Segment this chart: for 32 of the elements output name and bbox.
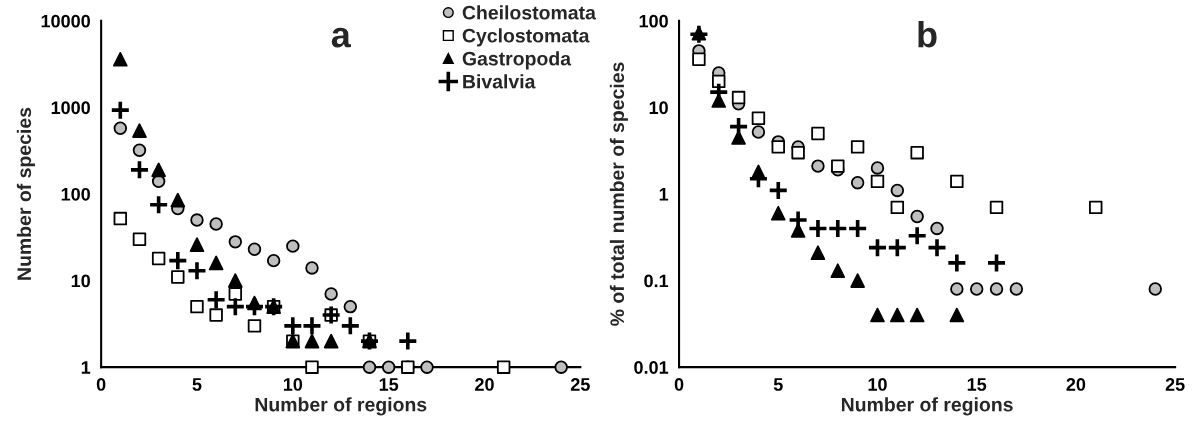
x-tick-label: 20 [475, 378, 494, 391]
legend-label: Cyclostomata [462, 28, 590, 47]
chart-title: b [918, 20, 937, 48]
x-tick-label: 10 [283, 378, 303, 391]
legend-label: Bivalvia [463, 74, 536, 89]
x-axis-title: Number of regions [255, 397, 427, 416]
y-tick-label: 100 [639, 14, 668, 28]
y-tick-label: 0.01 [634, 361, 669, 374]
chart-title: a [331, 27, 351, 48]
y-tick-label: 0.1 [644, 274, 669, 288]
y-tick-label: 10000 [41, 14, 90, 28]
y-tick-label: 1 [659, 188, 669, 201]
x-tick-label: 5 [192, 378, 202, 391]
x-tick-label: 15 [967, 378, 987, 391]
y-tick-label: 10 [649, 101, 668, 115]
x-tick-label: 0 [96, 378, 106, 391]
legend-label: Cheilostomata [462, 5, 597, 20]
x-tick-label: 15 [379, 378, 399, 391]
x-axis-title: Number of regions [841, 397, 1013, 416]
y-tick-label: 100 [61, 187, 90, 201]
y-tick-label: 1000 [51, 101, 90, 115]
y-axis-title: % of total number of species [609, 62, 628, 326]
y-axis-title: Number of species [16, 107, 35, 280]
y-tick-label: 10 [71, 274, 90, 288]
x-tick-label: 25 [570, 378, 590, 391]
x-tick-label: 10 [868, 378, 887, 391]
x-tick-label: 5 [773, 378, 783, 391]
x-tick-label: 20 [1066, 378, 1086, 391]
legend-label: Gastropoda [462, 51, 572, 70]
x-tick-label: 25 [1165, 378, 1185, 391]
x-tick-label: 0 [674, 378, 684, 391]
y-tick-label: 1 [81, 361, 91, 374]
